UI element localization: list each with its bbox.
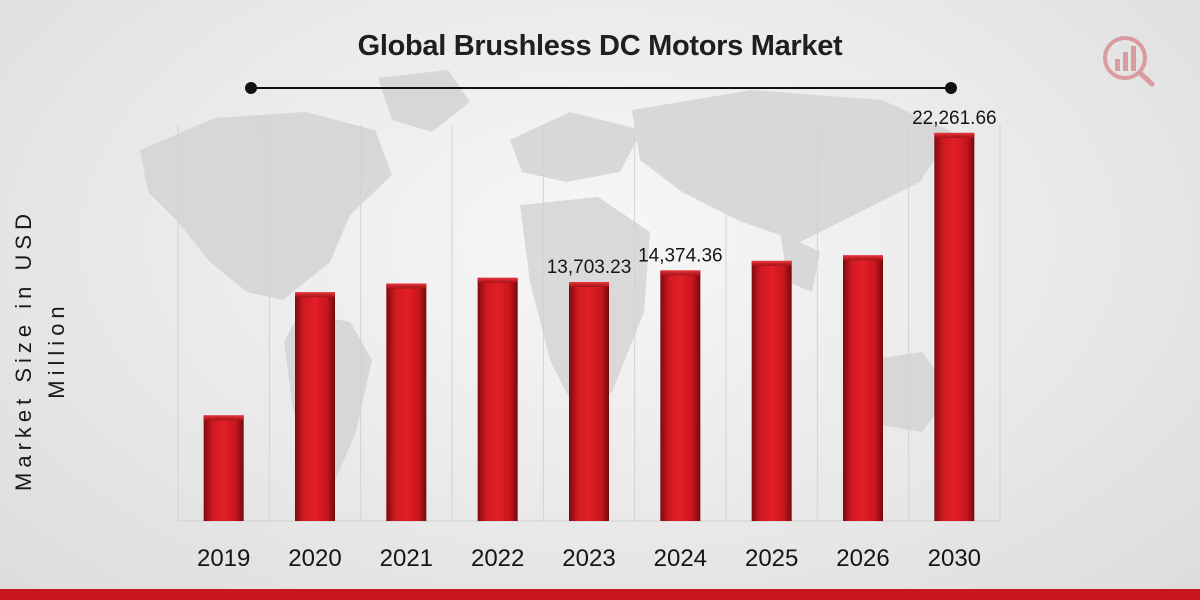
title-underline-right-dot [945,82,957,94]
title-underline [251,87,951,89]
data-label: 13,703.23 [547,257,632,278]
x-tick-label: 2022 [471,545,524,572]
bar-2024 [660,270,701,521]
x-tick-label: 2021 [380,545,433,572]
bar-chart-magnifier-logo-icon [1103,36,1155,87]
x-tick-label: 2023 [562,545,615,572]
x-tick-label: 2026 [836,545,889,572]
x-tick-label: 2025 [745,545,798,572]
bar-2030 [934,132,975,521]
data-labels: 13,703.23 14,374.36 22,261.66 [547,108,997,278]
bar-2022 [477,277,518,521]
x-tick-label: 2019 [197,545,250,572]
bar-2019 [203,415,244,521]
bars [203,132,975,521]
bar-2025 [751,260,792,521]
bar-2026 [843,255,883,521]
bar-2021 [386,283,427,521]
bar-2023 [569,282,609,521]
title-underline-left-dot [245,82,257,94]
x-tick-label: 2024 [654,545,707,572]
x-tick-label: 2030 [928,545,981,572]
column-dividers [177,125,1001,521]
x-tick-label: 2020 [288,545,341,572]
footer-accent-bar [0,589,1200,600]
chart-title: Global Brushless DC Motors Market [357,30,843,62]
data-label: 14,374.36 [638,245,723,266]
bar-2020 [295,292,335,521]
data-label: 22,261.66 [912,108,997,129]
x-axis-ticks: 2019 2020 2021 2022 2023 2024 2025 2026 2030 [197,545,981,572]
